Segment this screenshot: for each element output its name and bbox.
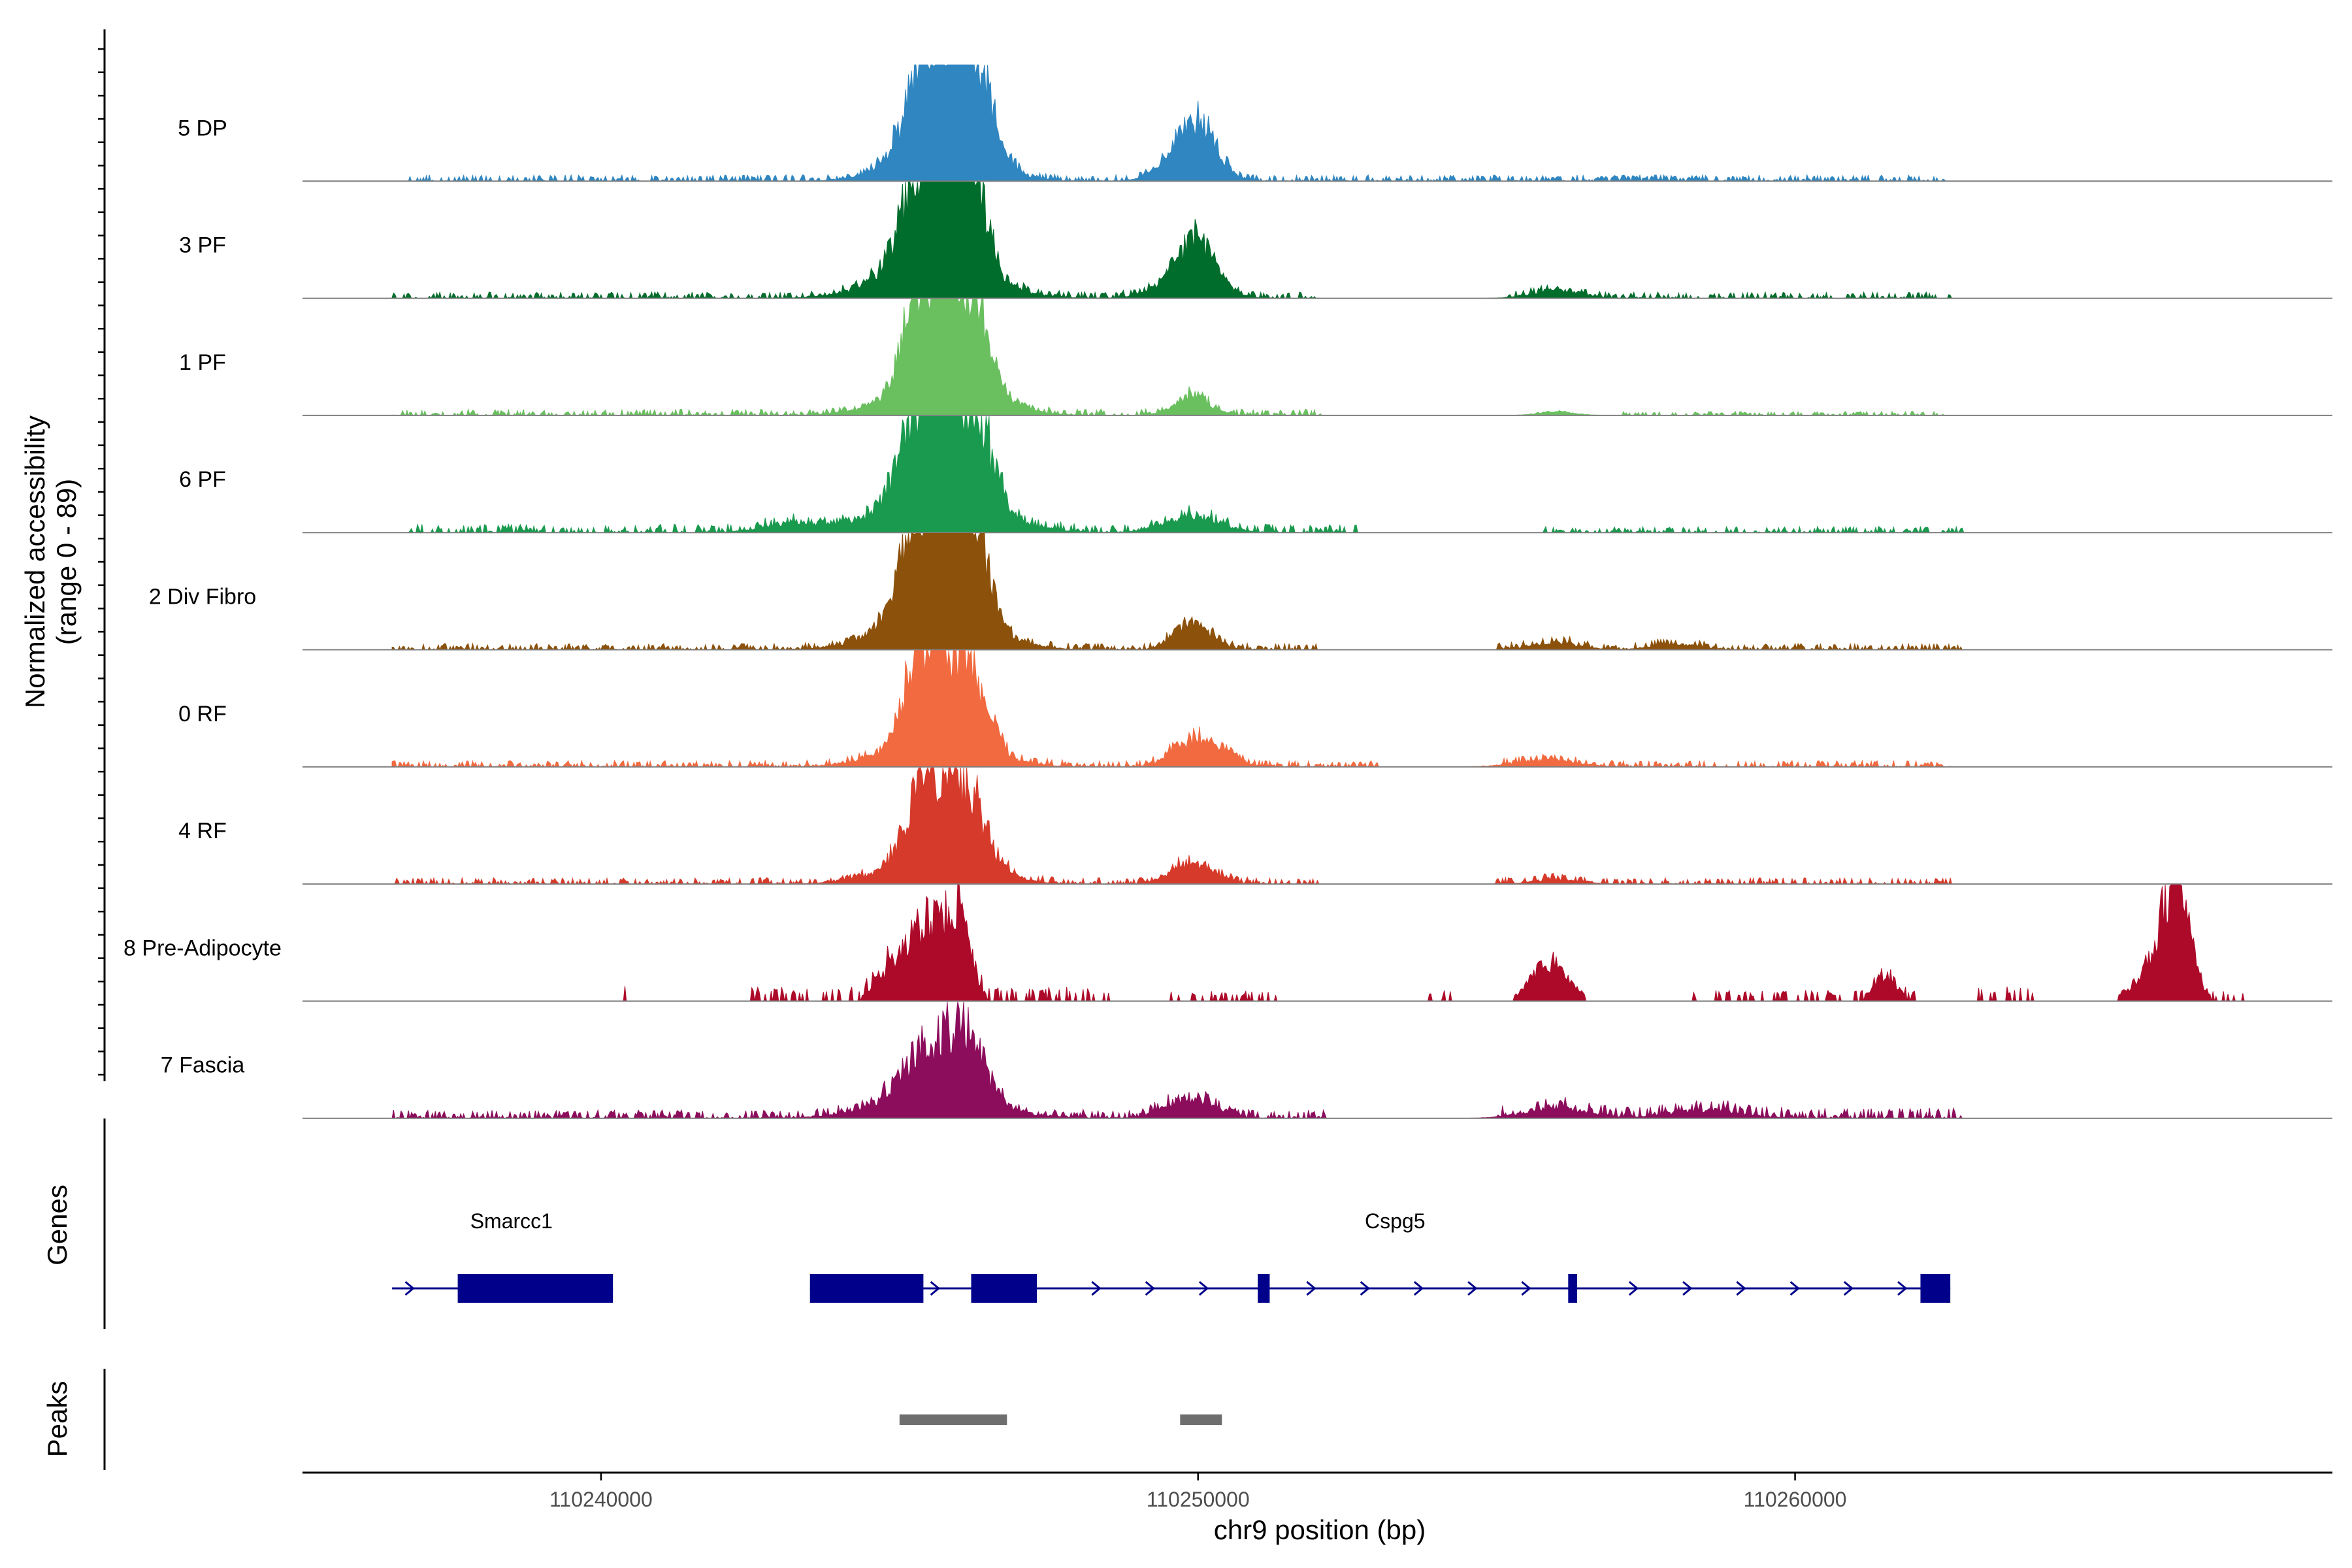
track-2-div-fibro: 2 Div Fibro	[149, 532, 2332, 651]
gene-exon	[1920, 1274, 1951, 1303]
coverage-y-axis	[98, 29, 106, 1081]
genes-panel-label: Genes	[42, 1184, 73, 1266]
gene-strand-arrow	[1628, 1281, 1639, 1296]
track-0-rf: 0 RF	[178, 650, 2332, 768]
gene-exon	[809, 1274, 924, 1303]
x-tick-label: 110250000	[1147, 1488, 1250, 1511]
gene-smarcc1: Smarcc1	[392, 1209, 613, 1303]
gene-strand-arrow	[1360, 1281, 1370, 1296]
x-tick-label: 110240000	[549, 1488, 653, 1511]
gene-strand-arrow	[1736, 1281, 1746, 1296]
track-label-6-pf: 6 PF	[179, 467, 226, 492]
track-3-pf: 3 PF	[179, 182, 2332, 300]
peak-region	[899, 1414, 1007, 1425]
gene-label-cspg5: Cspg5	[1365, 1209, 1426, 1233]
track-5-dp: 5 DP	[178, 64, 2332, 183]
coverage-area-8-pre-adipocyte	[392, 884, 2255, 1002]
track-label-7-fascia: 7 Fascia	[161, 1053, 245, 1078]
y-axis-title-line1: Normalized accessibility	[20, 416, 50, 708]
peak-region	[1180, 1414, 1222, 1425]
gene-strand-arrow	[930, 1281, 940, 1296]
track-label-4-rf: 4 RF	[178, 819, 227, 843]
peaks-panel-label: Peaks	[42, 1381, 73, 1458]
gene-strand-arrow	[1897, 1281, 1908, 1296]
coverage-area-6-pf	[392, 415, 2255, 534]
gene-strand-arrow	[1306, 1281, 1316, 1296]
x-axis: chr9 position (bp) 110240000 110250000 110…	[302, 1471, 2332, 1545]
coverage-area-1-pf	[391, 299, 2255, 417]
coverage-area-5-dp	[392, 64, 2255, 183]
coverage-area-2-div-fibro	[391, 532, 2255, 651]
gene-strand-arrow	[1467, 1281, 1478, 1296]
track-8-pre-adipocyte: 8 Pre-Adipocyte	[123, 884, 2332, 1002]
gene-cspg5: Cspg5	[809, 1209, 1951, 1303]
gene-exon	[1258, 1274, 1270, 1303]
x-tick-label: 110260000	[1744, 1488, 1847, 1511]
gene-exon	[971, 1274, 1037, 1303]
peaks-panel: Peaks	[42, 1369, 1222, 1470]
gene-exon	[1568, 1274, 1578, 1303]
track-label-0-rf: 0 RF	[178, 702, 227, 727]
coverage-area-3-pf	[391, 182, 2255, 300]
track-4-rf: 4 RF	[178, 766, 2332, 885]
gene-strand-arrow	[1682, 1281, 1693, 1296]
track-label-3-pf: 3 PF	[179, 233, 226, 258]
gene-label-smarcc1: Smarcc1	[470, 1209, 553, 1233]
track-label-1-pf: 1 PF	[179, 350, 226, 375]
y-axis-title: Normalized accessibility (range 0 - 89)	[20, 416, 82, 708]
gene-strand-arrow	[1091, 1281, 1102, 1296]
track-label-2-div-fibro: 2 Div Fibro	[149, 585, 256, 610]
gene-strand-arrow	[404, 1281, 415, 1296]
coverage-area-7-fascia	[391, 1002, 2255, 1120]
y-axis-title-line2: (range 0 - 89)	[51, 479, 82, 645]
coverage-tracks: 5 DP 3 PF 1 PF 6 PF 2 Div Fibro 0 RF 4 RF 8 Pre…	[123, 64, 2332, 1120]
gene-strand-arrow	[1789, 1281, 1800, 1296]
coverage-area-4-rf	[392, 766, 2255, 885]
coverage-area-0-rf	[391, 650, 2255, 768]
genes-panel: Genes Smarcc1 Cspg5	[42, 1119, 1951, 1329]
track-label-5-dp: 5 DP	[178, 116, 227, 140]
gene-exon	[457, 1274, 613, 1303]
track-7-fascia: 7 Fascia	[161, 1002, 2332, 1120]
gene-strand-arrow	[1843, 1281, 1854, 1296]
gene-strand-arrow	[1145, 1281, 1155, 1296]
gene-strand-arrow	[1198, 1281, 1209, 1296]
track-label-8-pre-adipocyte: 8 Pre-Adipocyte	[123, 936, 282, 960]
gene-strand-arrow	[1413, 1281, 1424, 1296]
x-axis-title: chr9 position (bp)	[1214, 1514, 1426, 1545]
track-1-pf: 1 PF	[179, 299, 2332, 417]
gene-strand-arrow	[1521, 1281, 1531, 1296]
track-6-pf: 6 PF	[179, 415, 2332, 534]
